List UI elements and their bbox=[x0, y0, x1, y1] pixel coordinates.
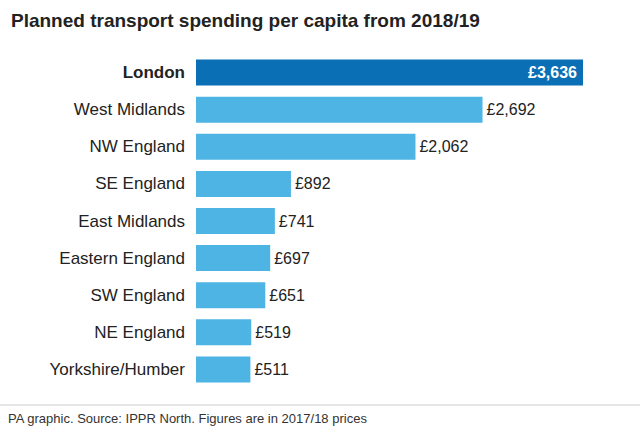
svg-text:£892: £892 bbox=[295, 175, 331, 192]
svg-text:£2,062: £2,062 bbox=[419, 138, 468, 155]
svg-text:Eastern England: Eastern England bbox=[59, 249, 185, 268]
svg-text:£697: £697 bbox=[274, 250, 310, 267]
svg-text:West Midlands: West Midlands bbox=[74, 100, 185, 119]
svg-text:£741: £741 bbox=[279, 213, 315, 230]
svg-text:Planned transport spending per: Planned transport spending per capita fr… bbox=[11, 10, 480, 31]
svg-text:London: London bbox=[123, 63, 185, 82]
svg-text:£2,692: £2,692 bbox=[487, 101, 536, 118]
svg-text:PA graphic. Source: IPPR North: PA graphic. Source: IPPR North. Figures … bbox=[8, 411, 367, 426]
svg-text:£3,636: £3,636 bbox=[528, 64, 577, 81]
svg-text:NE England: NE England bbox=[94, 323, 185, 342]
svg-text:NW England: NW England bbox=[90, 137, 185, 156]
svg-text:£651: £651 bbox=[269, 287, 305, 304]
svg-text:£511: £511 bbox=[254, 361, 289, 378]
svg-text:SE England: SE England bbox=[95, 174, 185, 193]
svg-text:East Midlands: East Midlands bbox=[78, 212, 185, 231]
svg-text:Yorkshire/Humber: Yorkshire/Humber bbox=[50, 360, 186, 379]
svg-text:£519: £519 bbox=[255, 324, 291, 341]
svg-text:SW England: SW England bbox=[91, 286, 186, 305]
